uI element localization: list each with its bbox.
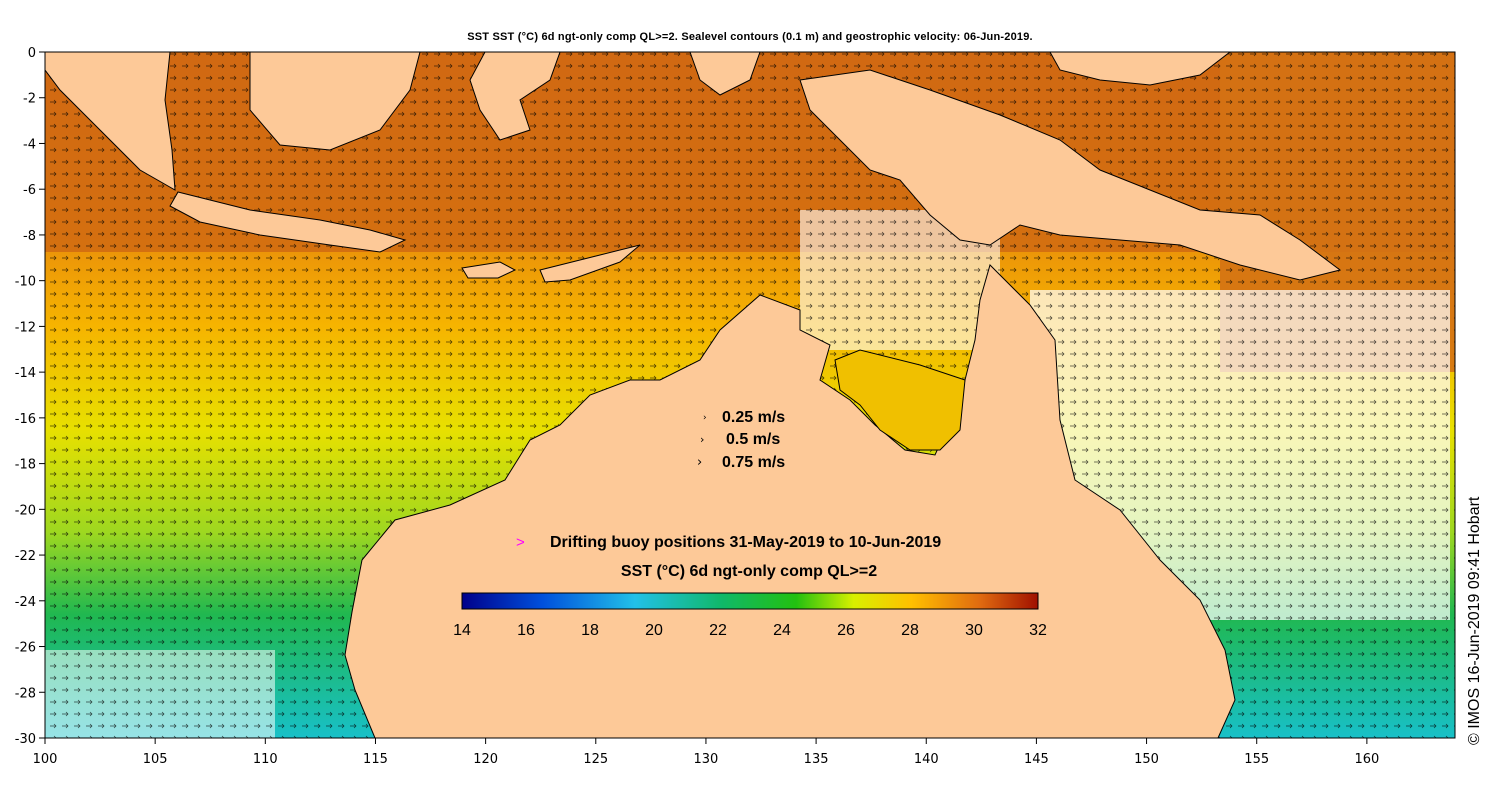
- y-tick-label: 0: [28, 46, 36, 61]
- colorbar-tick-label: 20: [645, 622, 663, 639]
- x-tick-label: 130: [694, 752, 719, 767]
- bismarck-island: [1049, 52, 1231, 86]
- y-tick-label: -4: [23, 137, 36, 152]
- colorbar-tick-label: 24: [773, 622, 791, 639]
- buoy-symbol: >: [516, 534, 525, 551]
- y-tick-label: -16: [15, 412, 36, 427]
- y-tick-label: -10: [15, 275, 36, 290]
- colorbar-tick-label: 28: [901, 622, 919, 639]
- new-guinea-landmass: [799, 69, 1342, 281]
- colorbar-gradient: [461, 592, 1039, 610]
- y-tick-label: -14: [15, 366, 36, 381]
- x-tick-label: 160: [1354, 752, 1379, 767]
- y-tick-label: -26: [15, 641, 36, 656]
- x-tick-label: 150: [1134, 752, 1159, 767]
- sumatra-island: [45, 52, 176, 191]
- x-tick-label: 140: [914, 752, 939, 767]
- buoy-legend-label: Drifting buoy positions 31-May-2019 to 1…: [550, 534, 941, 551]
- x-tick-label: 105: [143, 752, 168, 767]
- moluccas-island: [689, 52, 761, 96]
- y-tick-label: -2: [23, 92, 36, 107]
- gulf-of-carpentaria: [834, 349, 966, 451]
- velocity-legend-item-1: 0.25 m/s: [722, 409, 785, 426]
- x-tick-label: 115: [363, 752, 388, 767]
- colorbar: SST (°C) 6d ngt-only comp QL>=2 14 16 18 20…: [453, 563, 1047, 639]
- colorbar-tick-label: 18: [581, 622, 599, 639]
- timor-island: [539, 244, 641, 283]
- colorbar-tick-label: 26: [837, 622, 855, 639]
- borneo-island: [249, 52, 421, 151]
- buoy-legend: > Drifting buoy positions 31-May-2019 to…: [516, 534, 941, 551]
- imos-credit: © IMOS 16-Jun-2019 09:41 Hobart: [1466, 496, 1483, 745]
- y-tick-label: -6: [23, 183, 36, 198]
- x-tick-label: 155: [1244, 752, 1269, 767]
- x-axis-ticks: 100 105 110 115 120 125 130 135 140 145 150 155 160: [33, 738, 1379, 767]
- y-tick-label: -24: [15, 595, 36, 610]
- x-tick-label: 125: [583, 752, 608, 767]
- australia-landmass: [344, 264, 1236, 738]
- velocity-legend-item-3: 0.75 m/s: [722, 454, 785, 471]
- y-tick-label: -18: [15, 458, 36, 473]
- x-tick-label: 120: [473, 752, 498, 767]
- velocity-legend-item-2: 0.5 m/s: [726, 431, 780, 448]
- y-tick-label: -8: [23, 229, 36, 244]
- colorbar-ticks: 14 16 18 20 22 24 26 28 30 32: [453, 622, 1047, 639]
- velocity-legend: › 0.25 m/s › 0.5 m/s › 0.75 m/s: [697, 409, 785, 471]
- colorbar-tick-label: 22: [709, 622, 727, 639]
- colorbar-tick-label: 32: [1029, 622, 1047, 639]
- y-tick-label: -22: [15, 549, 36, 564]
- x-tick-label: 145: [1024, 752, 1049, 767]
- y-axis-ticks: 0 -2 -4 -6 -8 -10 -12 -14 -16 -18 -20 -22 -24 -26 -28 -…: [15, 46, 45, 747]
- colorbar-title: SST (°C) 6d ngt-only comp QL>=2: [621, 563, 877, 580]
- y-tick-label: -30: [15, 732, 36, 747]
- sulawesi-island: [469, 52, 561, 141]
- x-tick-label: 100: [33, 752, 58, 767]
- velocity-legend-arrow-2: ›: [700, 433, 704, 446]
- y-tick-label: -28: [15, 686, 36, 701]
- colorbar-tick-label: 30: [965, 622, 983, 639]
- y-tick-label: -12: [15, 320, 36, 335]
- map-title: SST SST (°C) 6d ngt-only comp QL>=2. Sea…: [467, 31, 1033, 43]
- x-tick-label: 110: [253, 752, 278, 767]
- y-tick-label: -20: [15, 503, 36, 518]
- colorbar-tick-label: 16: [517, 622, 535, 639]
- java-island: [169, 191, 407, 253]
- sumba-island: [461, 261, 517, 279]
- colorbar-tick-label: 14: [453, 622, 471, 639]
- velocity-legend-arrow-1: ›: [703, 413, 707, 423]
- plot-frame: [44, 51, 1456, 739]
- x-tick-label: 135: [804, 752, 829, 767]
- velocity-legend-arrow-3: ›: [697, 455, 702, 470]
